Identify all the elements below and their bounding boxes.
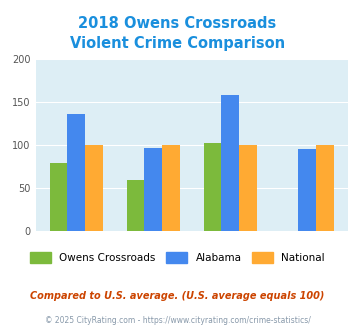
Text: © 2025 CityRating.com - https://www.cityrating.com/crime-statistics/: © 2025 CityRating.com - https://www.city… xyxy=(45,316,310,325)
Bar xyxy=(298,148,316,231)
Bar xyxy=(144,148,162,231)
Bar xyxy=(50,163,67,231)
Bar xyxy=(127,180,144,231)
Legend: Owens Crossroads, Alabama, National: Owens Crossroads, Alabama, National xyxy=(26,248,329,267)
Text: 2018 Owens Crossroads
Violent Crime Comparison: 2018 Owens Crossroads Violent Crime Comp… xyxy=(70,16,285,51)
Bar xyxy=(239,145,257,231)
Bar xyxy=(67,114,85,231)
Bar xyxy=(221,95,239,231)
Text: Compared to U.S. average. (U.S. average equals 100): Compared to U.S. average. (U.S. average … xyxy=(30,291,325,301)
Bar xyxy=(316,145,334,231)
Bar xyxy=(162,145,180,231)
Bar xyxy=(85,145,103,231)
Bar xyxy=(204,143,221,231)
